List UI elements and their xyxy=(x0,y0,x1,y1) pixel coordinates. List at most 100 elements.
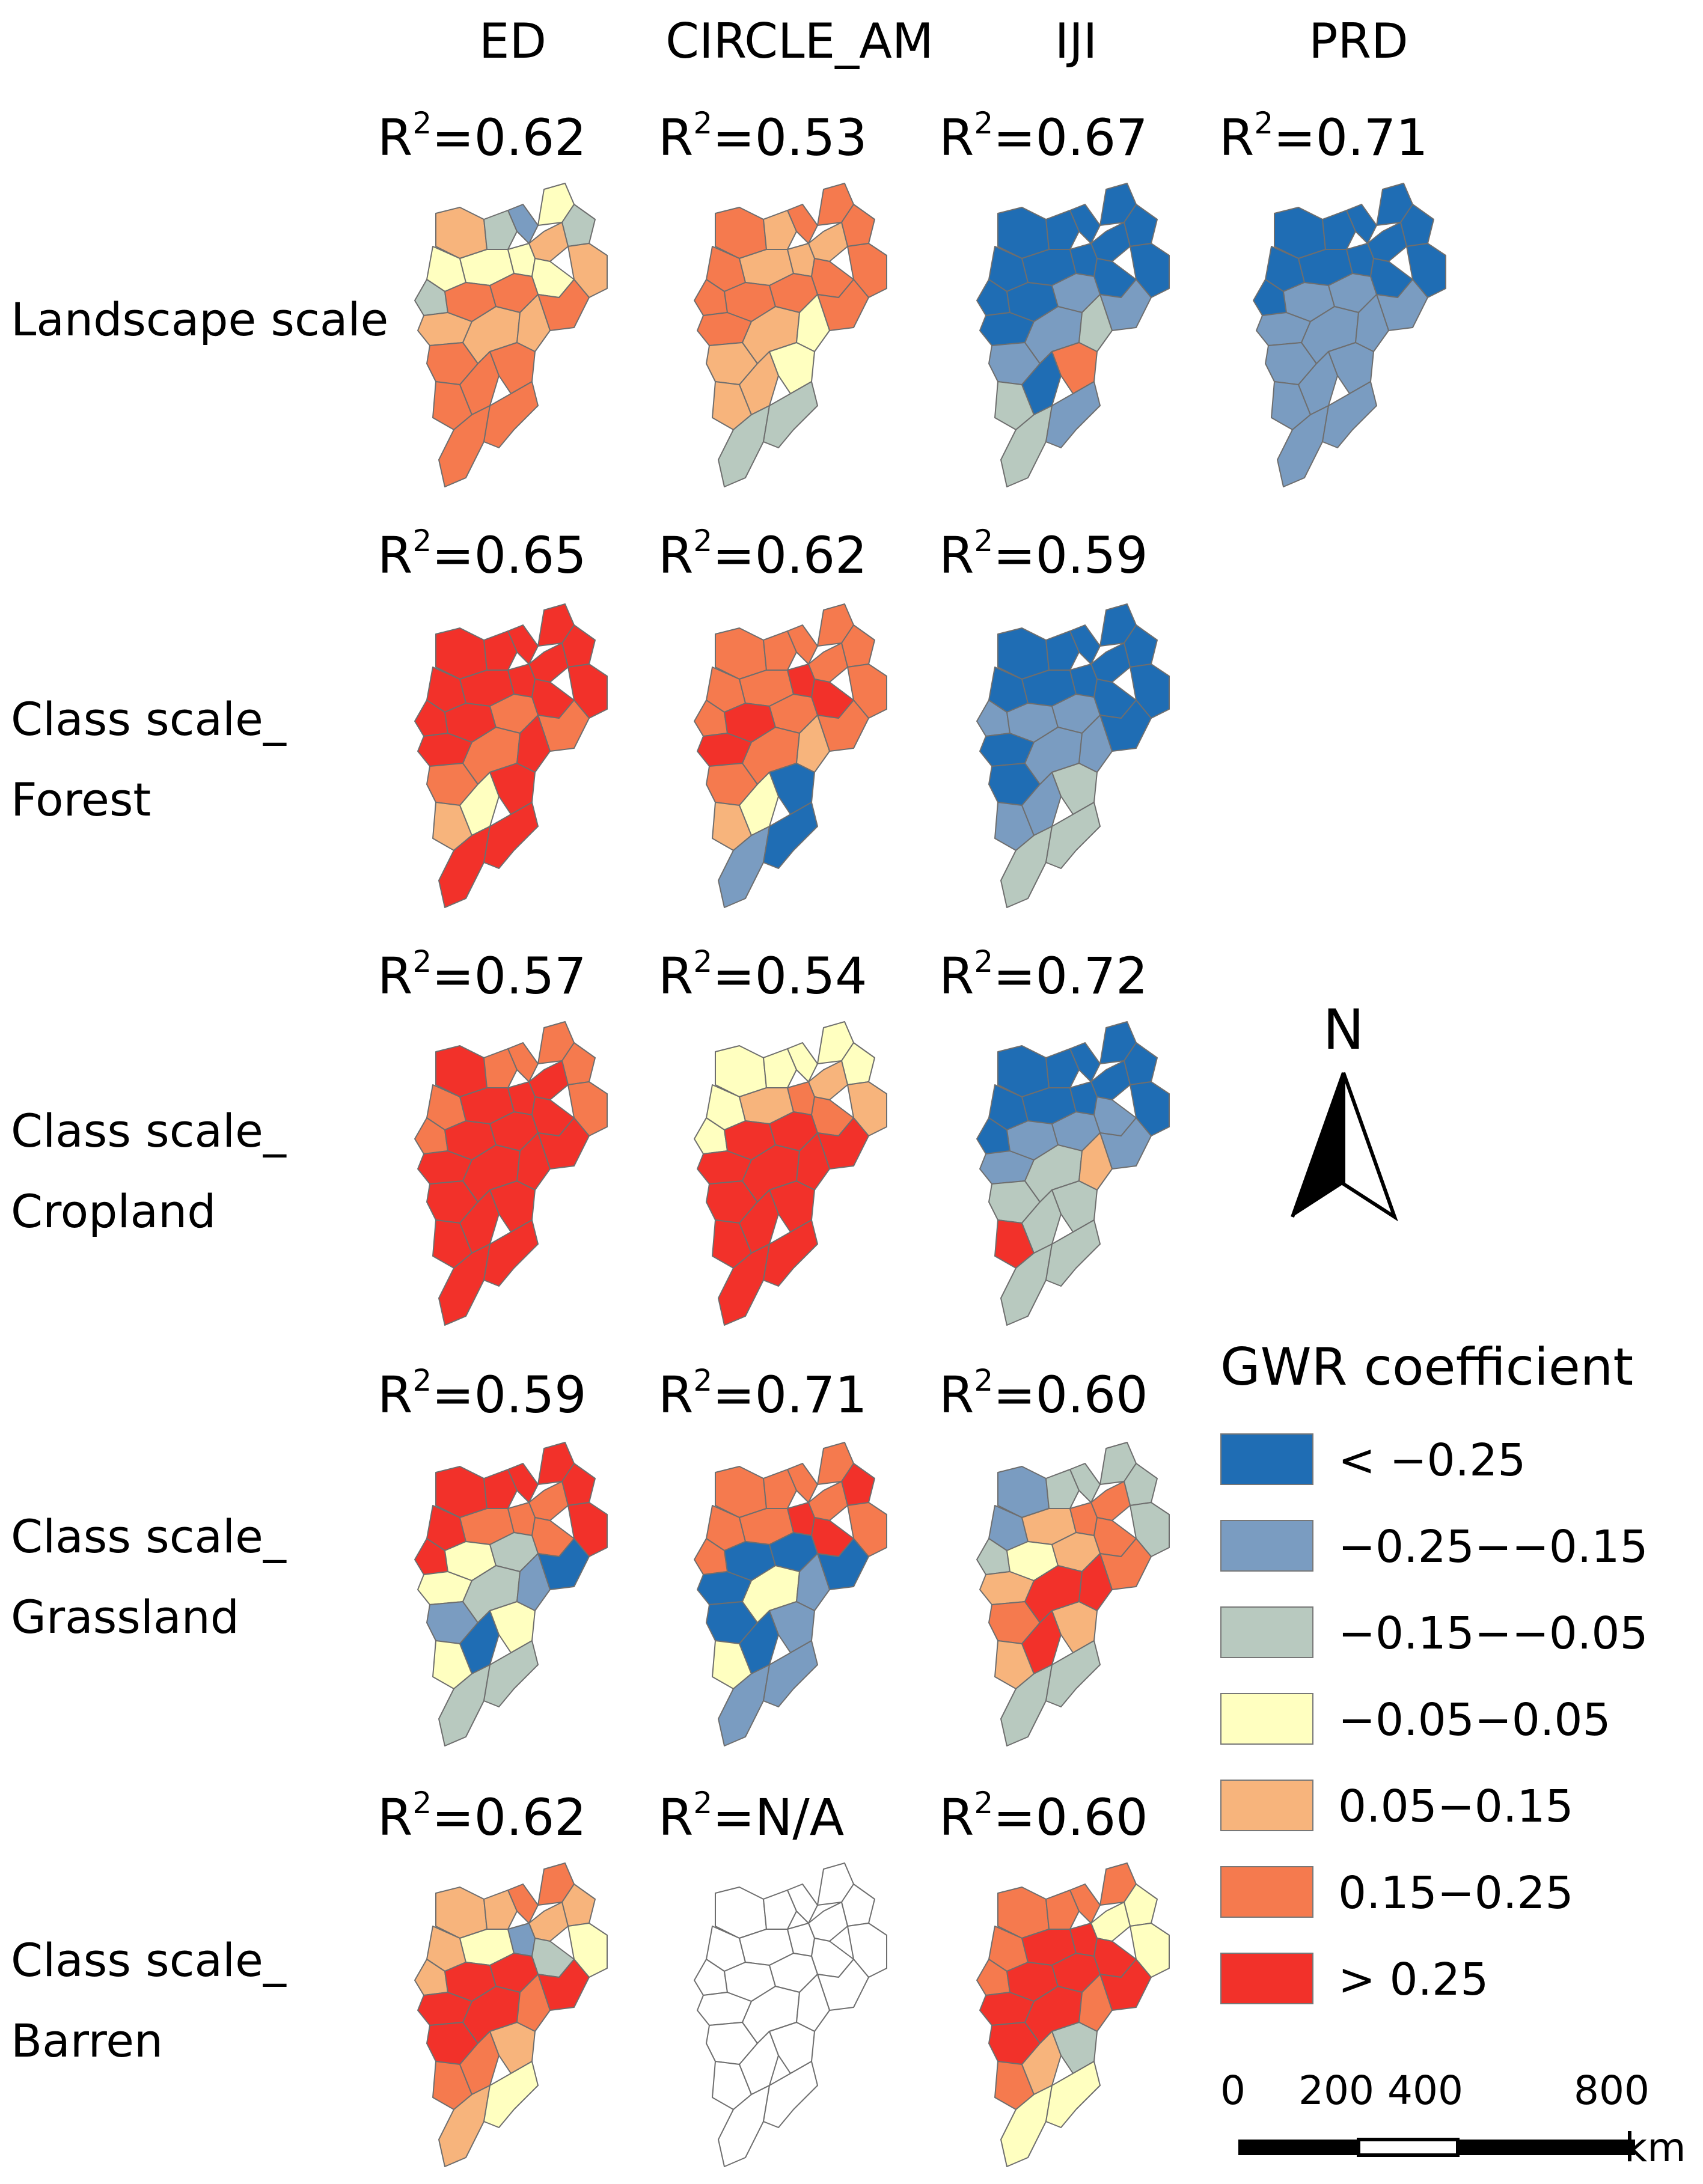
sub-basin xyxy=(1045,802,1101,869)
r2-superscript: 2 xyxy=(1254,106,1274,141)
legend-swatch xyxy=(1220,1606,1313,1658)
r2-value: =0.59 xyxy=(993,526,1148,585)
legend-label: −0.05−0.05 xyxy=(1338,1694,1611,1746)
sub-basin xyxy=(763,210,797,250)
r2-value: =0.71 xyxy=(712,1365,867,1424)
r2-symbol: R xyxy=(658,1365,694,1424)
sub-basin xyxy=(483,1048,518,1088)
row-label-line: Class scale_ xyxy=(11,1104,286,1158)
sub-basin xyxy=(1000,826,1053,908)
sub-basin xyxy=(483,2061,539,2128)
column-header-prd: PRD xyxy=(1309,13,1408,69)
r2-symbol: R xyxy=(939,108,974,167)
sub-basin xyxy=(817,1862,854,1906)
sub-basin xyxy=(1078,715,1113,773)
sub-basin xyxy=(1069,204,1101,244)
sub-basin xyxy=(796,1974,830,2032)
coefficient-map xyxy=(673,598,902,923)
sub-basin xyxy=(1069,1463,1101,1503)
sub-basin xyxy=(1322,210,1356,250)
scale-unit: km xyxy=(1624,2125,1686,2171)
sub-basin xyxy=(1099,1021,1137,1064)
sub-basin xyxy=(718,405,770,487)
coefficient-map xyxy=(673,1436,902,1761)
sub-basin xyxy=(796,294,830,352)
r2-superscript: 2 xyxy=(693,1363,713,1398)
r2-superscript: 2 xyxy=(974,1786,994,1820)
sub-basin xyxy=(438,1243,491,1326)
sub-basin xyxy=(817,603,854,647)
r2-superscript: 2 xyxy=(412,1363,432,1398)
sub-basin xyxy=(483,1890,518,1930)
sub-basin xyxy=(1346,204,1377,244)
coefficient-map xyxy=(394,177,622,502)
column-header-ed: ED xyxy=(478,13,547,69)
coefficient-map xyxy=(956,1436,1184,1761)
coefficient-map xyxy=(673,177,902,502)
sub-basin xyxy=(763,1219,818,1287)
coefficient-map xyxy=(394,1857,622,2182)
r2-symbol: R xyxy=(378,947,413,1005)
r2-superscript: 2 xyxy=(412,106,432,141)
sub-basin xyxy=(1045,1640,1101,1707)
sub-basin xyxy=(537,1862,575,1906)
sub-basin xyxy=(516,294,551,352)
column-header-iji: IJI xyxy=(1054,13,1098,69)
r2-value: =0.62 xyxy=(432,1788,587,1847)
legend-label: 0.05−0.15 xyxy=(1338,1781,1574,1832)
sub-basin xyxy=(1045,1469,1080,1509)
r2-label: R2=N/A xyxy=(658,1786,844,1847)
row-label-line: Landscape scale xyxy=(11,293,389,346)
coefficient-map xyxy=(394,598,622,923)
sub-basin xyxy=(507,1884,539,1924)
row-label-forest: Class scale_ Forest xyxy=(11,679,286,840)
sub-basin xyxy=(516,1974,551,2032)
sub-basin xyxy=(507,204,539,244)
sub-basin xyxy=(763,1890,797,1930)
sub-basin xyxy=(1069,1884,1101,1924)
sub-basin xyxy=(483,1640,539,1707)
legend-swatch xyxy=(1220,1693,1313,1745)
r2-symbol: R xyxy=(939,947,974,1005)
sub-basin xyxy=(1069,1042,1101,1082)
r2-superscript: 2 xyxy=(974,944,994,979)
sub-basin xyxy=(483,802,539,869)
r2-value: =0.57 xyxy=(432,947,587,1005)
sub-basin xyxy=(1376,183,1413,226)
sub-basin xyxy=(817,1442,854,1485)
r2-symbol: R xyxy=(939,1788,974,1847)
scale-tick-800: 800 xyxy=(1574,2067,1649,2114)
r2-label: R2=0.72 xyxy=(939,944,1148,1005)
scale-bar: 0 200 400 800 km xyxy=(1220,2067,1686,2176)
sub-basin xyxy=(1045,630,1080,671)
sub-basin xyxy=(1099,1442,1137,1485)
r2-label: R2=0.57 xyxy=(378,944,587,1005)
r2-superscript: 2 xyxy=(974,523,994,558)
r2-label: R2=0.60 xyxy=(939,1786,1148,1847)
r2-superscript: 2 xyxy=(412,944,432,979)
row-label-line: Class scale_ xyxy=(11,692,286,746)
legend-swatch xyxy=(1220,1433,1313,1485)
r2-label: R2=0.62 xyxy=(378,1786,587,1847)
r2-symbol: R xyxy=(378,1788,413,1847)
sub-basin xyxy=(483,381,539,448)
north-arrow-label: N xyxy=(1323,1001,1365,1062)
sub-basin xyxy=(763,2061,818,2128)
r2-symbol: R xyxy=(658,108,694,167)
row-label-line: Cropland xyxy=(11,1185,216,1238)
scale-tick-200: 200 xyxy=(1298,2067,1374,2114)
sub-basin xyxy=(763,1048,797,1088)
sub-basin xyxy=(718,1243,770,1326)
row-label-line: Forest xyxy=(11,773,151,826)
legend-label: < −0.25 xyxy=(1338,1435,1526,1486)
north-arrow-right-half xyxy=(1342,1072,1398,1222)
legend-label: −0.25−−0.15 xyxy=(1338,1521,1648,1573)
coefficient-map xyxy=(673,1857,902,2182)
coefficient-map xyxy=(1232,177,1461,502)
scale-segment-3 xyxy=(1458,2140,1635,2155)
r2-symbol: R xyxy=(658,947,694,1005)
r2-value: =0.59 xyxy=(432,1365,587,1424)
r2-label: R2=0.59 xyxy=(939,523,1148,585)
r2-value: =0.53 xyxy=(712,108,867,167)
sub-basin xyxy=(1078,1553,1113,1611)
